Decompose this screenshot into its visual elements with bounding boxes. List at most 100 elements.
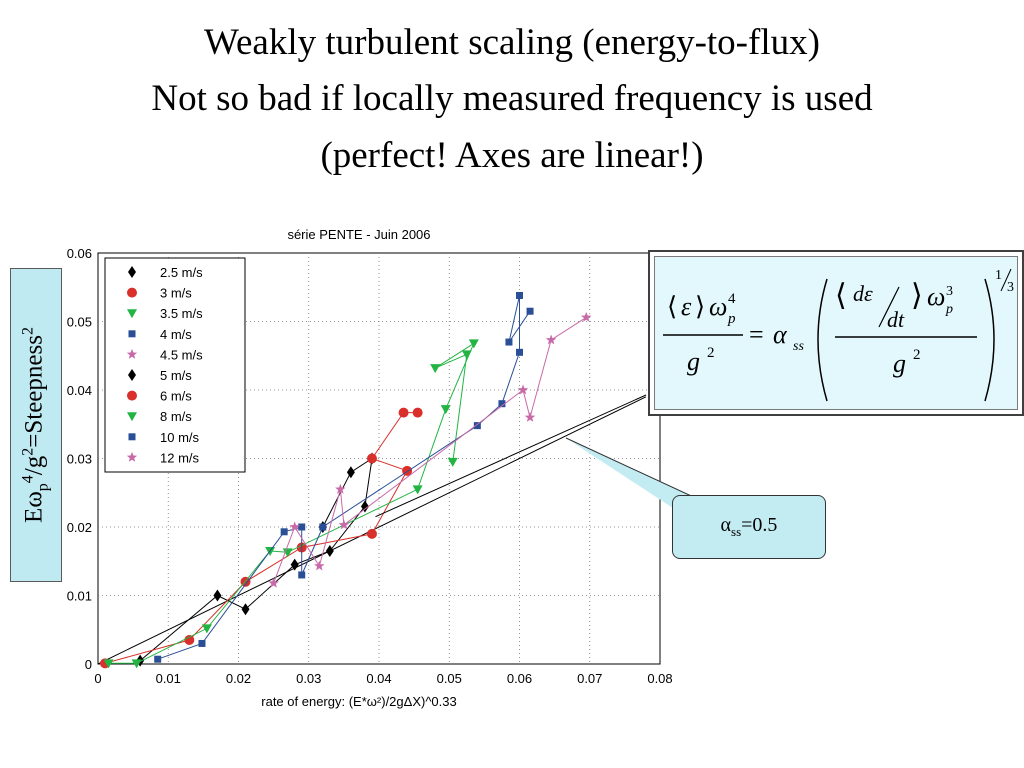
svg-text:⟩: ⟩ [695, 292, 705, 321]
svg-text:g: g [687, 347, 700, 376]
y-tick-label: 0.05 [67, 315, 92, 330]
x-tick-label: 0.06 [507, 671, 532, 686]
x-tick-label: 0.02 [226, 671, 251, 686]
alpha-callout-text: αss=0.5 [720, 514, 778, 539]
legend-marker [126, 348, 138, 359]
data-point [461, 350, 472, 360]
data-point [412, 485, 423, 495]
legend-marker [126, 451, 138, 462]
data-point [516, 291, 523, 299]
svg-text:3: 3 [1007, 280, 1014, 295]
data-point [498, 400, 506, 408]
legend-label: 3 m/s [160, 286, 192, 301]
svg-text:ω: ω [709, 292, 727, 321]
x-tick-label: 0.07 [577, 671, 602, 686]
data-point [505, 338, 513, 346]
data-point [213, 589, 222, 602]
y-tick-label: 0.06 [67, 246, 92, 261]
x-tick-label: 0.01 [156, 671, 181, 686]
legend-marker [128, 330, 136, 338]
chart-title: série PENTE - Juin 2006 [287, 227, 430, 242]
data-point [298, 523, 306, 531]
data-point [319, 523, 327, 531]
svg-text:dt: dt [887, 307, 905, 332]
data-point [268, 577, 279, 588]
data-point [289, 521, 300, 532]
data-point [184, 635, 195, 646]
svg-text:ω: ω [927, 282, 945, 311]
data-point [366, 528, 377, 539]
legend-label: 12 m/s [160, 450, 200, 465]
legend-marker [127, 412, 137, 422]
data-point [103, 659, 114, 669]
y-tick-label: 0.04 [67, 383, 92, 398]
svg-text:=: = [749, 320, 764, 349]
svg-text:2: 2 [707, 345, 715, 361]
data-point [366, 453, 377, 464]
y-tick-label: 0.01 [67, 589, 92, 604]
legend-label: 8 m/s [160, 409, 192, 424]
svg-text:⟨: ⟨ [667, 292, 677, 321]
data-point [516, 348, 523, 356]
scaling-equation-inner: ⟨ ε ⟩ ω 4 p g 2 = α ss ⟨ dε dt ⟩ ω 3 p [654, 256, 1018, 410]
legend-label: 10 m/s [160, 430, 200, 445]
x-tick-label: 0.04 [366, 671, 391, 686]
equation-leader-line [375, 394, 647, 518]
svg-text:2: 2 [913, 347, 921, 363]
svg-text:3: 3 [946, 284, 953, 299]
data-point [282, 548, 293, 558]
x-tick-label: 0.08 [647, 671, 672, 686]
data-point [545, 334, 557, 345]
data-point [526, 307, 534, 315]
legend-marker [127, 390, 137, 401]
data-point [335, 483, 346, 494]
data-point [201, 624, 212, 634]
svg-text:⟩: ⟩ [911, 279, 923, 312]
data-point [473, 422, 481, 430]
legend-marker [128, 433, 136, 441]
data-point [398, 407, 409, 418]
alpha-callout: αss=0.5 [672, 495, 826, 559]
svg-text:4: 4 [728, 291, 736, 307]
svg-text:ss: ss [793, 339, 804, 354]
x-tick-label: 0.05 [437, 671, 462, 686]
data-point [298, 571, 306, 579]
data-point [241, 603, 250, 616]
x-axis-label: rate of energy: (E*ω²)/2gΔX)^0.33 [261, 694, 456, 709]
legend-marker [127, 287, 137, 298]
svg-text:⟨: ⟨ [835, 279, 847, 312]
y-axis-label-box: Eωp4/g2=Steepness2 [10, 268, 62, 582]
svg-text:1: 1 [995, 268, 1002, 283]
data-point [314, 560, 325, 571]
slide-title-line-1: Weakly turbulent scaling (energy-to-flux… [204, 22, 820, 63]
svg-text:ε: ε [681, 292, 692, 321]
legend-label: 6 m/s [160, 389, 192, 404]
data-point [346, 466, 355, 479]
slide-title-line-3: (perfect! Axes are linear!) [320, 135, 704, 176]
legend-marker [128, 369, 136, 381]
y-axis-label: Eωp4/g2=Steepness2 [19, 327, 52, 523]
data-point [154, 655, 162, 663]
legend-label: 2.5 m/s [160, 265, 203, 280]
data-point [517, 384, 529, 395]
data-point [440, 405, 451, 415]
data-point [280, 528, 288, 536]
y-tick-label: 0 [85, 657, 92, 672]
data-point [524, 411, 536, 422]
data-point [581, 311, 592, 322]
data-point [290, 558, 299, 571]
svg-text:α: α [773, 320, 788, 349]
data-point [412, 407, 423, 418]
x-tick-label: 0 [94, 671, 101, 686]
data-point [360, 500, 369, 513]
slide-title-line-2: Not so bad if locally measured frequency… [151, 78, 873, 119]
svg-text:p: p [945, 302, 953, 317]
scaling-equation-box: ⟨ ε ⟩ ω 4 p g 2 = α ss ⟨ dε dt ⟩ ω 3 p [648, 250, 1024, 416]
y-tick-label: 0.03 [67, 452, 92, 467]
svg-text:dε: dε [853, 281, 873, 306]
data-point [131, 659, 142, 669]
legend-label: 4 m/s [160, 327, 192, 342]
legend-label: 4.5 m/s [160, 347, 203, 362]
legend-label: 5 m/s [160, 368, 192, 383]
